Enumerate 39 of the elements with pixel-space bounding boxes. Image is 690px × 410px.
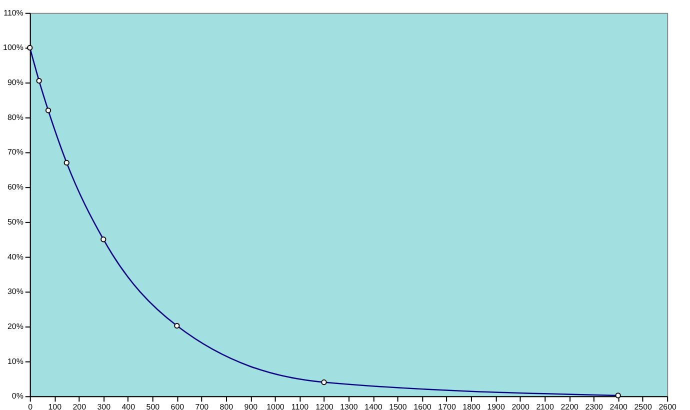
x-tick-label: 200 <box>72 402 87 410</box>
x-tick-label: 1500 <box>389 402 408 410</box>
x-tick-label: 400 <box>122 402 136 410</box>
y-tick-label: 50% <box>7 217 24 226</box>
y-tick-label: 10% <box>7 356 24 366</box>
x-tick-label: 2000 <box>512 402 530 410</box>
x-tick-label: 2200 <box>560 402 579 410</box>
x-tick-label: 0 <box>28 402 34 410</box>
x-tick-label: 900 <box>244 402 258 410</box>
x-tick-label: 1800 <box>462 402 481 410</box>
x-tick-label: 1300 <box>340 402 358 410</box>
y-tick-label: 110% <box>4 8 24 18</box>
y-tick-label: 30% <box>7 287 24 296</box>
y-tick-label: 0% <box>12 392 24 401</box>
x-tick-label: 1600 <box>414 402 432 410</box>
x-tick-label: 2300 <box>585 402 604 410</box>
x-tick-label: 1400 <box>364 402 383 410</box>
x-tick-label: 1200 <box>316 402 334 410</box>
y-tick-label: 100% <box>3 43 24 52</box>
y-tick-label: 60% <box>7 182 24 192</box>
x-tick-label: 2600 <box>658 402 678 410</box>
x-tick-label: 700 <box>195 402 210 410</box>
x-tick-label: 1900 <box>487 402 506 410</box>
x-tick-label: 500 <box>146 402 160 410</box>
x-tick-label: 1100 <box>291 402 310 410</box>
x-tick-label: 100 <box>48 402 62 410</box>
x-tick-label: 1000 <box>266 402 285 410</box>
y-tick-label: 80% <box>7 112 24 122</box>
y-tick-label: 70% <box>7 148 24 157</box>
x-tick-label: 300 <box>97 402 112 410</box>
x-tick-label: 600 <box>170 402 185 410</box>
y-tick-label: 20% <box>7 322 24 331</box>
x-tick-label: 2400 <box>610 402 628 410</box>
x-tick-label: 2500 <box>634 402 653 410</box>
y-tick-label: 40% <box>7 252 24 262</box>
x-tick-label: 2100 <box>536 402 554 410</box>
x-tick-label: 800 <box>220 402 234 410</box>
y-tick-label: 90% <box>7 78 24 88</box>
x-tick-label: 1700 <box>438 402 456 410</box>
